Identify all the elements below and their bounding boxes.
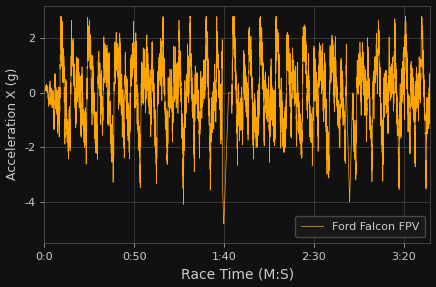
Line: Ford Falcon FPV: Ford Falcon FPV	[44, 16, 430, 224]
Ford Falcon FPV	[270, 111, 276, 115]
Ford Falcon FPV	[61, 59, 66, 63]
Ford Falcon FPV	[287, 79, 292, 82]
Ford Falcon FPV	[349, 142, 354, 146]
Y-axis label: Acceleration X (g): Acceleration X (g)	[6, 68, 19, 181]
Legend: Ford Falcon FPV: Ford Falcon FPV	[295, 216, 425, 237]
X-axis label: Race Time (M:S): Race Time (M:S)	[181, 267, 294, 282]
Ford Falcon FPV	[221, 222, 226, 226]
Ford Falcon FPV	[42, 91, 47, 94]
Ford Falcon FPV	[181, 124, 187, 128]
Ford Falcon FPV	[328, 69, 333, 73]
Ford Falcon FPV	[58, 15, 63, 18]
Ford Falcon FPV	[428, 76, 433, 79]
